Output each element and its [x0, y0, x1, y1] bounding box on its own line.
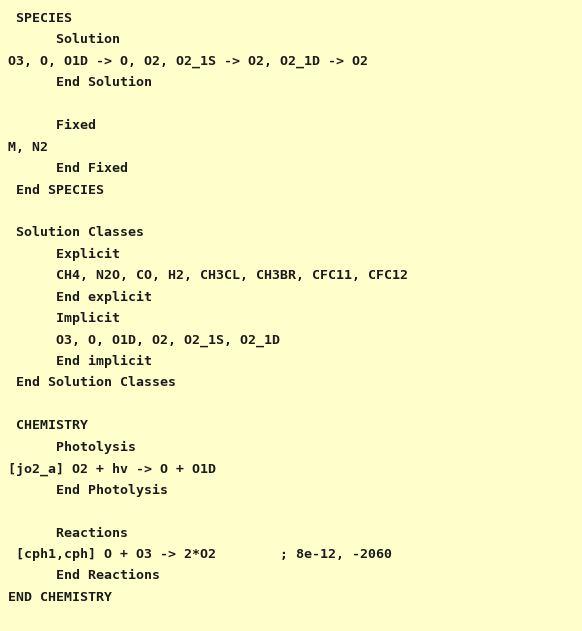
Text: Fixed: Fixed — [8, 119, 96, 132]
Text: Solution Classes: Solution Classes — [8, 227, 144, 239]
Text: CHEMISTRY: CHEMISTRY — [8, 420, 88, 432]
Text: [jo2_a] O2 + hv -> O + O1D: [jo2_a] O2 + hv -> O + O1D — [8, 463, 216, 476]
Text: End implicit: End implicit — [8, 355, 152, 368]
Text: End Reactions: End Reactions — [8, 569, 160, 582]
Text: Explicit: Explicit — [8, 248, 120, 261]
Text: Implicit: Implicit — [8, 312, 120, 325]
Text: End explicit: End explicit — [8, 291, 152, 304]
Text: End Solution: End Solution — [8, 76, 152, 90]
Text: Reactions: Reactions — [8, 526, 128, 540]
Text: Photolysis: Photolysis — [8, 441, 136, 454]
Text: CH4, N2O, CO, H2, CH3CL, CH3BR, CFC11, CFC12: CH4, N2O, CO, H2, CH3CL, CH3BR, CFC11, C… — [8, 269, 408, 282]
Text: End Solution Classes: End Solution Classes — [8, 377, 176, 389]
Text: End Photolysis: End Photolysis — [8, 483, 168, 497]
Text: O3, O, O1D -> O, O2, O2_1S -> O2, O2_1D -> O2: O3, O, O1D -> O, O2, O2_1S -> O2, O2_1D … — [8, 55, 368, 68]
Text: O3, O, O1D, O2, O2_1S, O2_1D: O3, O, O1D, O2, O2_1S, O2_1D — [8, 334, 280, 346]
Text: [cph1,cph] O + O3 -> 2*O2        ; 8e-12, -2060: [cph1,cph] O + O3 -> 2*O2 ; 8e-12, -2060 — [8, 548, 392, 561]
Text: SPECIES: SPECIES — [8, 12, 72, 25]
Text: End SPECIES: End SPECIES — [8, 184, 104, 196]
Text: M, N2: M, N2 — [8, 141, 48, 153]
Text: Solution: Solution — [8, 33, 120, 47]
Text: END CHEMISTRY: END CHEMISTRY — [8, 591, 112, 604]
Text: End Fixed: End Fixed — [8, 162, 128, 175]
